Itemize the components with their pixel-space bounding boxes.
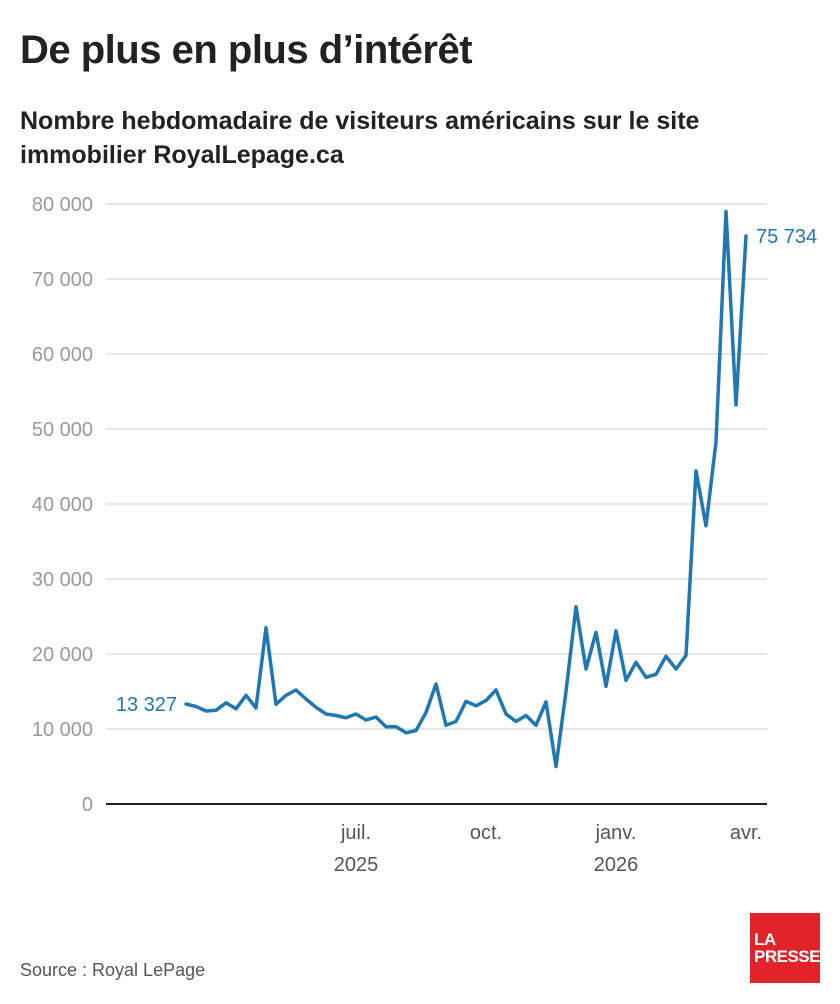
series-visitors (184, 209, 748, 769)
first-value-label: 13 327 (116, 694, 177, 716)
logo-line-2: PRESSE (754, 947, 820, 966)
x-axis: juil. 2025 oct. janv. 2026 avr. (334, 822, 762, 876)
last-value-label: 75 734 (756, 226, 817, 248)
y-tick-label-4: 40 000 (32, 494, 93, 516)
x-tick-year-0: 2025 (334, 854, 379, 876)
x-tick-label-0: juil. (340, 822, 371, 844)
line-chart: 0 10 000 20 000 30 000 40 000 50 000 60 000 70 … (32, 194, 817, 876)
y-tick-label-8: 80 000 (32, 194, 93, 216)
chart-title: De plus en plus d’intérêt (20, 28, 473, 72)
x-tick-label-1: oct. (470, 822, 502, 844)
y-tick-label-0: 0 (82, 794, 93, 816)
y-tick-label-5: 50 000 (32, 419, 93, 441)
y-tick-label-2: 20 000 (32, 644, 93, 666)
end-labels: 13 327 75 734 (116, 226, 817, 716)
chart-subtitle: Nombre hebdomadaire de visiteurs américa… (20, 107, 700, 169)
y-tick-label-3: 30 000 (32, 569, 93, 591)
y-tick-label-7: 70 000 (32, 269, 93, 291)
visitors-line (184, 209, 748, 769)
x-tick-label-2: janv. (595, 822, 637, 844)
gridlines (106, 203, 767, 805)
logo-line-1: LA (754, 930, 776, 949)
la-presse-logo[interactable]: LA PRESSE (750, 913, 820, 983)
y-tick-label-1: 10 000 (32, 719, 93, 741)
x-tick-year-2: 2026 (594, 854, 639, 876)
y-tick-label-6: 60 000 (32, 344, 93, 366)
source-note: Source : Royal LePage (20, 960, 206, 980)
x-tick-label-3: avr. (730, 822, 762, 844)
y-axis: 0 10 000 20 000 30 000 40 000 50 000 60 000 70 … (32, 194, 93, 816)
